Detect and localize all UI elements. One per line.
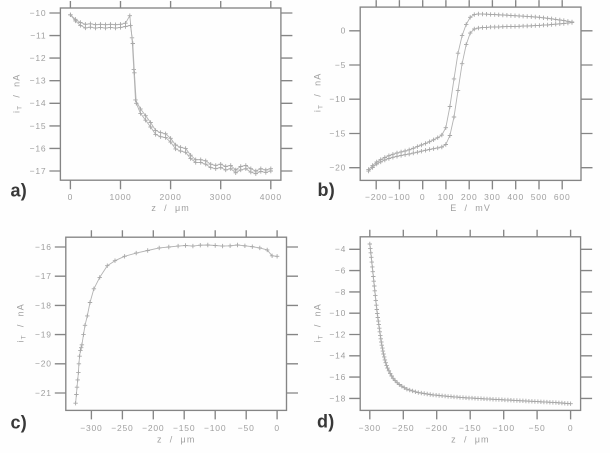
svg-text:200: 200 bbox=[461, 192, 478, 202]
svg-text:0: 0 bbox=[341, 26, 347, 36]
svg-text:−6: −6 bbox=[335, 266, 346, 276]
svg-text:0: 0 bbox=[420, 192, 426, 202]
svg-text:4000: 4000 bbox=[260, 192, 282, 202]
svg-text:−12: −12 bbox=[329, 329, 346, 339]
svg-text:100: 100 bbox=[438, 192, 455, 202]
svg-text:−13: −13 bbox=[30, 76, 47, 86]
svg-text:1000: 1000 bbox=[109, 192, 131, 202]
svg-text:−250: −250 bbox=[392, 423, 414, 433]
svg-text:−150: −150 bbox=[459, 423, 481, 433]
svg-text:−50: −50 bbox=[238, 423, 255, 433]
svg-text:−15: −15 bbox=[329, 128, 346, 138]
svg-text:0: 0 bbox=[68, 192, 74, 202]
svg-text:−14: −14 bbox=[329, 351, 346, 361]
svg-text:z / μm: z / μm bbox=[157, 435, 196, 445]
svg-text:−19: −19 bbox=[35, 330, 52, 340]
svg-text:−100: −100 bbox=[204, 423, 226, 433]
svg-text:−100: −100 bbox=[493, 423, 515, 433]
svg-text:c): c) bbox=[11, 413, 28, 433]
svg-text:−21: −21 bbox=[35, 388, 52, 398]
svg-text:iT / nA: iT / nA bbox=[12, 74, 24, 113]
svg-text:−150: −150 bbox=[173, 423, 195, 433]
svg-text:−14: −14 bbox=[30, 98, 47, 108]
svg-text:z / μm: z / μm bbox=[151, 203, 190, 213]
svg-text:−20: −20 bbox=[35, 359, 52, 369]
svg-text:−10: −10 bbox=[30, 8, 47, 18]
svg-text:500: 500 bbox=[531, 192, 548, 202]
svg-text:−100: −100 bbox=[388, 192, 410, 202]
svg-text:iT / nA: iT / nA bbox=[313, 303, 325, 342]
svg-text:−17: −17 bbox=[30, 166, 47, 176]
svg-text:−17: −17 bbox=[35, 271, 52, 281]
svg-text:−20: −20 bbox=[329, 163, 346, 173]
svg-text:−10: −10 bbox=[329, 94, 346, 104]
svg-text:iT / nA: iT / nA bbox=[16, 303, 28, 342]
svg-text:z / μm: z / μm bbox=[451, 435, 490, 445]
svg-text:−16: −16 bbox=[30, 143, 47, 153]
svg-text:−4: −4 bbox=[335, 244, 346, 254]
svg-text:−11: −11 bbox=[30, 31, 46, 41]
svg-text:−18: −18 bbox=[329, 393, 346, 403]
svg-text:−200: −200 bbox=[142, 423, 164, 433]
svg-text:−8: −8 bbox=[335, 287, 346, 297]
svg-text:3000: 3000 bbox=[210, 192, 232, 202]
svg-text:−50: −50 bbox=[529, 423, 546, 433]
svg-text:−16: −16 bbox=[329, 372, 346, 382]
svg-text:−300: −300 bbox=[80, 423, 102, 433]
svg-text:0: 0 bbox=[568, 423, 574, 433]
svg-text:b): b) bbox=[318, 180, 336, 200]
svg-text:2000: 2000 bbox=[160, 192, 182, 202]
svg-text:iT / nA: iT / nA bbox=[313, 73, 325, 112]
svg-text:−15: −15 bbox=[30, 121, 47, 131]
svg-text:−5: −5 bbox=[335, 60, 346, 70]
svg-text:−10: −10 bbox=[329, 308, 346, 318]
svg-text:−200: −200 bbox=[365, 192, 387, 202]
svg-text:600: 600 bbox=[554, 192, 571, 202]
svg-text:−250: −250 bbox=[111, 423, 133, 433]
svg-text:0: 0 bbox=[274, 423, 280, 433]
svg-text:400: 400 bbox=[507, 192, 524, 202]
svg-text:−18: −18 bbox=[35, 300, 52, 310]
svg-text:−16: −16 bbox=[35, 242, 52, 252]
svg-text:−200: −200 bbox=[426, 423, 448, 433]
svg-text:a): a) bbox=[11, 181, 28, 201]
svg-text:E / mV: E / mV bbox=[450, 203, 491, 213]
svg-text:−300: −300 bbox=[359, 423, 381, 433]
svg-text:d): d) bbox=[317, 412, 335, 432]
svg-text:−12: −12 bbox=[30, 53, 47, 63]
svg-text:300: 300 bbox=[484, 192, 501, 202]
